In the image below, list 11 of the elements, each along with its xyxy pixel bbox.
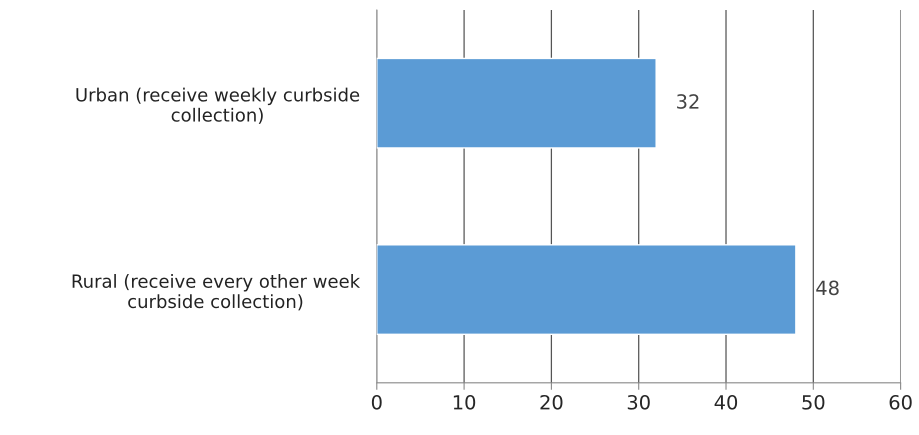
x-tick-label: 50 (802, 394, 824, 410)
y-tick-label: Urban (receive weekly curbside collection) (76, 88, 360, 124)
data-label: 48 (816, 280, 839, 296)
x-tick-label: 20 (540, 394, 562, 410)
x-tick-label: 0 (372, 394, 382, 410)
x-tick-label: 60 (890, 394, 912, 410)
x-tick-label: 10 (454, 394, 476, 410)
data-label: 32 (677, 94, 698, 109)
y-tick-label: Rural (receive every other week curbside collection) (72, 274, 360, 310)
x-tick-label: 40 (714, 394, 738, 410)
x-tick-label: 30 (628, 394, 650, 410)
